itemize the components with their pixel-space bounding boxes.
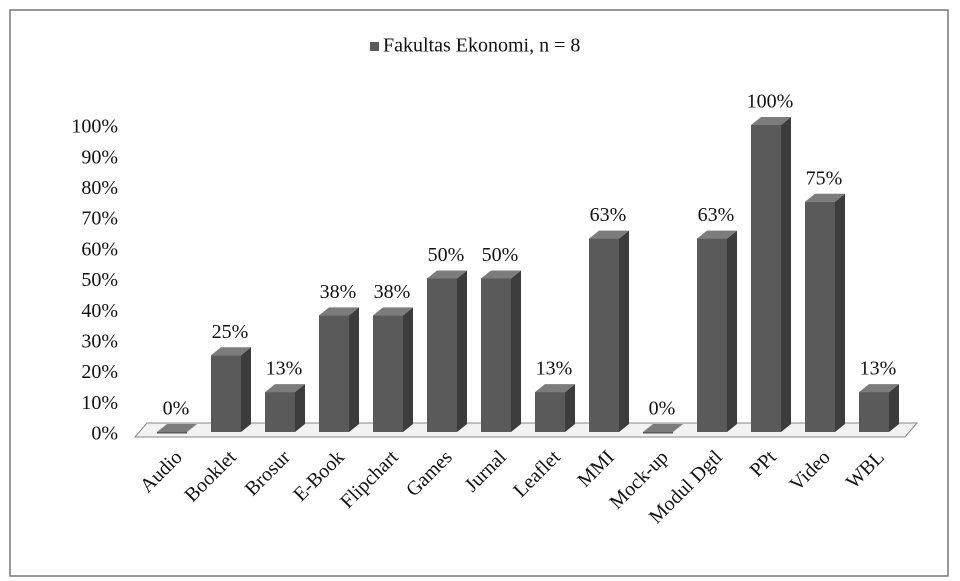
bar-side — [241, 347, 251, 432]
bar-top — [157, 424, 197, 432]
bar — [157, 432, 187, 434]
chart-frame — [9, 9, 949, 577]
bar-side — [889, 384, 899, 432]
y-tick-label: 0% — [91, 423, 118, 445]
bar — [589, 238, 619, 432]
value-label: 13% — [860, 358, 897, 380]
bar — [643, 432, 673, 434]
bar-top — [643, 424, 683, 432]
bar — [265, 392, 295, 432]
bar-side — [619, 230, 629, 432]
bar-side — [781, 117, 791, 432]
bar — [805, 201, 835, 432]
bar-top — [589, 230, 629, 239]
bar-top — [859, 384, 899, 393]
bar-top — [535, 384, 575, 393]
bar-side — [403, 307, 413, 432]
bar-side — [457, 270, 467, 432]
floor — [133, 422, 919, 438]
y-tick-label: 40% — [81, 300, 118, 322]
bar-side — [727, 230, 737, 432]
bar-top — [481, 270, 521, 279]
y-tick-label: 20% — [81, 361, 118, 383]
value-label: 75% — [806, 167, 843, 189]
value-label: 63% — [698, 204, 735, 226]
bar-side — [565, 384, 575, 432]
bar — [211, 355, 241, 432]
y-tick-label: 10% — [81, 392, 118, 414]
bar-side — [295, 384, 305, 432]
y-tick-label: 30% — [81, 330, 118, 352]
bar — [751, 125, 781, 432]
y-tick-label: 60% — [81, 238, 118, 260]
y-tick-label: 50% — [81, 269, 118, 291]
bar-top — [427, 270, 467, 279]
bar-top — [373, 307, 413, 316]
value-label: 38% — [374, 281, 411, 303]
value-label: 38% — [320, 281, 357, 303]
bar-top — [319, 307, 359, 316]
bar-top — [211, 347, 251, 356]
bar-top — [697, 230, 737, 239]
value-label: 0% — [649, 398, 676, 420]
bar — [373, 315, 403, 432]
value-label: 13% — [536, 358, 573, 380]
bar-side — [835, 193, 845, 432]
bar-top — [805, 193, 845, 202]
value-label: 0% — [163, 398, 190, 420]
bar — [481, 278, 511, 432]
value-label: 63% — [590, 204, 627, 226]
value-label: 13% — [266, 358, 303, 380]
y-tick-label: 70% — [81, 208, 118, 230]
y-tick-label: 80% — [81, 177, 118, 199]
bar — [859, 392, 889, 432]
value-label: 50% — [428, 244, 465, 266]
bar-side — [349, 307, 359, 432]
legend-swatch — [370, 42, 379, 51]
value-label: 25% — [212, 321, 249, 343]
bar — [697, 238, 727, 432]
y-tick-label: 90% — [81, 146, 118, 168]
value-label: 50% — [482, 244, 519, 266]
value-label: 100% — [747, 91, 794, 113]
bar — [535, 392, 565, 432]
bar — [427, 278, 457, 432]
bar-top — [751, 117, 791, 125]
bar — [319, 315, 349, 432]
y-tick-label: 100% — [71, 116, 118, 138]
bar-side — [511, 270, 521, 432]
legend-label: Fakultas Ekonomi, n = 8 — [383, 35, 580, 57]
bar-top — [265, 384, 305, 393]
